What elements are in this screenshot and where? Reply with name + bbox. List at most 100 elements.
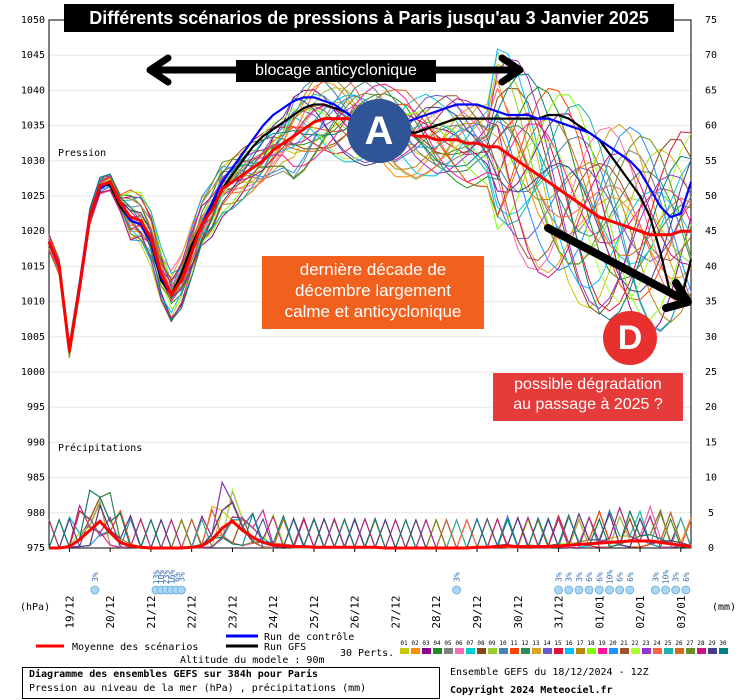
pert-id-label: 20 (609, 640, 617, 647)
precip-member-line (49, 480, 692, 549)
pert-swatch (598, 648, 607, 654)
x-tick-label: 01/01 (593, 595, 606, 628)
footer-info-box: Diagramme des ensembles GEFS sur 384h po… (22, 667, 440, 699)
footer-ensemble: Ensemble GEFS du 18/12/2024 - 12Z (450, 667, 649, 678)
snow-probability-label: 13% (152, 570, 161, 585)
y-tick-label-right: 75 (705, 15, 717, 26)
pression-label: Pression (58, 148, 107, 159)
x-tick-label: 30/12 (512, 595, 525, 628)
precip-member-line (48, 504, 692, 549)
precip-member-line (48, 480, 692, 549)
snow-probability-label: 6% (616, 572, 625, 582)
pert-id-label: 24 (653, 640, 661, 647)
snowflake-icon (625, 585, 635, 595)
legend-gfs: Run GFS (264, 642, 307, 653)
y-tick-label-left: 985 (27, 473, 45, 484)
x-tick-label: 22/12 (186, 595, 199, 628)
y-tick-label-right: 30 (705, 332, 717, 343)
annotation-degradation: possible dégradation au passage à 2025 ? (493, 373, 683, 421)
snow-probability-label: 16% (167, 570, 176, 585)
pert-swatch (444, 648, 453, 654)
pert-id-label: 30 (719, 640, 727, 647)
precipitations-label: Précipitations (58, 443, 143, 454)
pert-swatch (719, 648, 728, 654)
depression-marker: D (603, 311, 657, 365)
pert-swatch (422, 648, 431, 654)
y-tick-label-right: 0 (708, 543, 714, 554)
pert-swatch (510, 648, 519, 654)
pert-id-label: 22 (631, 640, 639, 647)
x-tick-label: 24/12 (267, 595, 280, 628)
pert-swatch (708, 648, 717, 654)
pert-id-label: 09 (488, 640, 496, 647)
snowflake-icon (554, 585, 563, 595)
pert-id-label: 05 (444, 640, 452, 647)
pert-swatch (664, 648, 673, 654)
snowflake-icon (564, 585, 574, 595)
y-tick-label-right: 35 (705, 297, 717, 308)
pert-swatch (499, 648, 508, 654)
y-tick-label-left: 1045 (21, 50, 45, 61)
pert-swatch (565, 648, 574, 654)
pert-id-label: 06 (455, 640, 463, 647)
pert-id-label: 29 (708, 640, 716, 647)
x-tick-label: 23/12 (226, 595, 239, 628)
pert-swatch (488, 648, 497, 654)
legend-perts: 30 Perts. (340, 648, 395, 659)
x-tick-label: 28/12 (430, 595, 443, 628)
y-tick-label-right: 65 (705, 85, 717, 96)
snowflake-icon (681, 585, 691, 595)
snow-probability-label: 10% (605, 570, 614, 585)
precip-member-line (48, 489, 692, 549)
pert-id-label: 17 (576, 640, 584, 647)
x-tick-label: 03/01 (675, 595, 688, 628)
hpa-unit-label: (hPa) (20, 602, 51, 613)
x-tick-label: 31/12 (553, 595, 566, 628)
pert-swatch (411, 648, 420, 654)
x-tick-label: 21/12 (145, 595, 158, 628)
y-tick-label-left: 1000 (21, 367, 45, 378)
pert-id-label: 19 (598, 640, 606, 647)
pert-id-label: 14 (543, 640, 551, 647)
pert-id-label: 07 (466, 640, 474, 647)
altitude-label: Altitude du modele : 90m (180, 655, 325, 666)
pert-swatch (532, 648, 541, 654)
y-tick-label-left: 1035 (21, 121, 45, 132)
pert-id-label: 27 (686, 640, 694, 647)
y-tick-label-right: 55 (705, 156, 717, 167)
chart-title: Différents scénarios de pressions à Pari… (64, 4, 674, 32)
pert-id-label: 26 (675, 640, 683, 647)
y-tick-label-right: 60 (705, 121, 717, 132)
snow-probability-label: 6% (682, 572, 691, 582)
anticyclone-marker: A (347, 99, 411, 163)
pert-swatch (477, 648, 486, 654)
y-tick-label-left: 1040 (21, 85, 45, 96)
snowflake-icon (671, 585, 681, 595)
pert-id-label: 21 (620, 640, 628, 647)
y-tick-label-left: 1050 (21, 15, 45, 26)
snow-probability-label: 6% (585, 572, 594, 582)
snow-probability-label: 3% (565, 572, 574, 582)
pert-id-label: 28 (697, 640, 705, 647)
pert-swatch (400, 648, 409, 654)
pert-swatch (554, 648, 563, 654)
snow-probability-label: 10% (662, 570, 671, 585)
y-tick-label-left: 995 (27, 402, 45, 413)
footer-diagram: Diagramme des ensembles GEFS sur 384h po… (29, 669, 318, 680)
pert-swatch (642, 648, 651, 654)
snow-probability-label: 6% (626, 572, 635, 582)
y-tick-label-left: 1030 (21, 156, 45, 167)
snowflake-icon (650, 585, 660, 595)
precip-member-line (49, 488, 692, 549)
pert-swatch (675, 648, 684, 654)
pert-id-label: 02 (411, 640, 419, 647)
snow-probability-label: 3% (453, 572, 462, 582)
footer-copyright: Copyright 2024 Meteociel.fr (450, 685, 613, 696)
pert-id-label: 11 (510, 640, 518, 647)
y-tick-label-left: 1025 (21, 191, 45, 202)
pert-swatch (433, 648, 442, 654)
x-tick-label: 29/12 (471, 595, 484, 628)
snow-probability-label: 23% (162, 570, 171, 585)
y-tick-label-left: 1005 (21, 332, 45, 343)
x-tick-label: 27/12 (389, 595, 402, 628)
